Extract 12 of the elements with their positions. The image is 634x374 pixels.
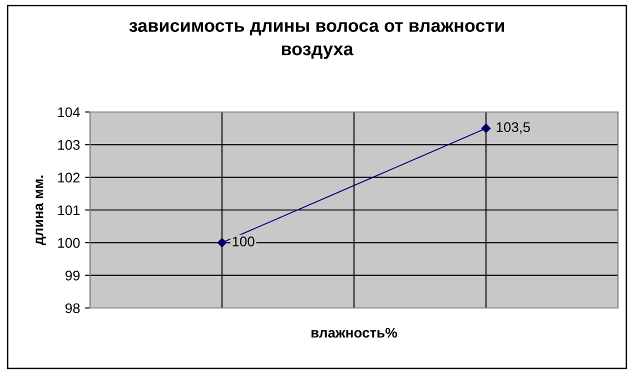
y-tick-label: 99: [65, 270, 80, 281]
chart-title: зависимость длины волоса от влажности воздуха: [129, 22, 504, 59]
y-tick-label: 103: [58, 140, 80, 150]
data-label: 100: [232, 236, 254, 246]
x-axis-title: влажность%: [312, 328, 398, 338]
y-tick-label: 104: [58, 107, 80, 118]
y-tick-label: 101: [58, 205, 80, 216]
y-axis-title: длина мм.: [36, 176, 46, 246]
data-label: 103,5: [496, 122, 530, 134]
y-tick-label: 98: [65, 303, 80, 314]
y-tick-label: 102: [58, 172, 80, 183]
y-tick-label: 100: [58, 238, 80, 248]
